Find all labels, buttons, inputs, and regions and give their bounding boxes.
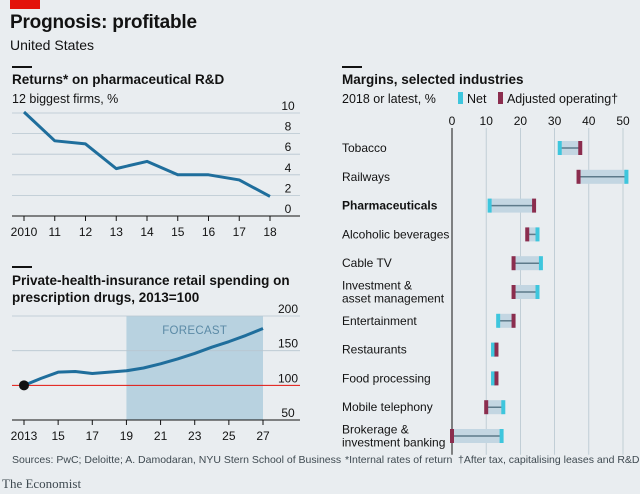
page-title: Prognosis: profitable — [10, 12, 197, 33]
category-label: Restaurants — [342, 343, 407, 357]
x-tick-label: 16 — [202, 225, 216, 239]
returns-series-line — [22, 110, 271, 198]
net-margin-marker — [501, 400, 506, 415]
y-tick-label: 2 — [285, 181, 292, 195]
x-tick-label: 0 — [449, 114, 456, 128]
y-tick-label: 4 — [285, 161, 292, 175]
x-tick-label: 11 — [49, 225, 62, 239]
net-margin-marker — [491, 371, 496, 386]
operating-margin-marker — [511, 313, 516, 328]
y-tick-label: 100 — [278, 371, 298, 385]
x-tick-label: 23 — [188, 429, 202, 443]
operating-margin-marker — [578, 141, 583, 155]
category-label: Cable TV — [342, 256, 392, 270]
page-subtitle: United States — [10, 37, 95, 53]
legend-operating-label: Adjusted operating† — [506, 92, 619, 106]
source-note: Sources: PwC; Deloitte; A. Damodaran, NY… — [12, 454, 342, 466]
x-tick-label: 20 — [514, 114, 528, 128]
x-tick-label: 25 — [222, 429, 236, 443]
returns-chart-title: Returns* on pharmaceutical R&D — [12, 72, 225, 87]
category-label: Food processing — [342, 371, 431, 385]
operating-margin-marker — [511, 256, 516, 271]
returns-chart-subtitle: 12 biggest firms, % — [12, 92, 119, 106]
operating-margin-marker — [450, 429, 454, 443]
x-tick-label: 17 — [86, 429, 100, 443]
operating-margin-marker — [494, 342, 499, 357]
x-tick-label: 14 — [140, 225, 154, 239]
x-tick-label: 18 — [263, 225, 277, 239]
net-margin-marker — [624, 169, 629, 184]
y-tick-label: 150 — [278, 337, 298, 351]
category-label: Tobacco — [342, 141, 387, 155]
net-margin-marker — [499, 429, 504, 443]
margins-legend: Net Adjusted operating† — [458, 92, 618, 106]
net-margin-marker — [535, 285, 540, 299]
x-tick-label: 2013 — [11, 429, 38, 443]
legend-operating-swatch — [497, 92, 503, 104]
brand-red-bar — [10, 0, 40, 9]
net-margin-marker — [487, 198, 492, 213]
category-label: Alcoholic beverages — [342, 227, 449, 241]
x-tick-label: 21 — [154, 429, 168, 443]
y-tick-label: 50 — [281, 406, 295, 420]
category-label: Pharmaceuticals — [342, 199, 438, 213]
y-tick-label: 8 — [285, 120, 292, 134]
operating-margin-marker — [576, 169, 581, 184]
category-label: asset management — [342, 292, 445, 306]
brand-logo-text: The Economist — [2, 476, 82, 491]
x-tick-label: 30 — [548, 114, 562, 128]
x-tick-label: 12 — [79, 225, 93, 239]
category-label: Brokerage & — [342, 423, 409, 437]
net-margin-marker — [535, 227, 540, 242]
category-label: Entertainment — [342, 314, 417, 328]
x-tick-label: 10 — [480, 114, 494, 128]
spending-series-line — [23, 327, 264, 387]
net-margin-marker — [491, 342, 496, 357]
panel-rule — [12, 266, 32, 268]
y-tick-label: 0 — [285, 202, 292, 216]
operating-margin-marker — [494, 371, 499, 386]
y-tick-label: 200 — [278, 302, 298, 316]
spending-start-marker — [19, 380, 29, 391]
category-label: Mobile telephony — [342, 400, 433, 414]
margins-chart-subtitle: 2018 or latest, % — [342, 92, 436, 106]
spending-chart-title: Private-health-insurance retail spending… — [12, 273, 290, 305]
x-tick-label: 27 — [256, 429, 270, 443]
forecast-label: FORECAST — [162, 325, 227, 337]
panel-rule — [342, 66, 362, 68]
x-tick-label: 15 — [51, 429, 65, 443]
net-margin-marker — [496, 313, 501, 328]
x-tick-label: 15 — [171, 225, 185, 239]
y-tick-label: 10 — [281, 99, 295, 113]
footnote-margins: †After tax, capitalising leases and R&D — [458, 454, 640, 466]
category-label: Investment & — [342, 279, 412, 293]
y-tick-label: 6 — [285, 140, 292, 154]
operating-margin-marker — [484, 400, 489, 415]
x-tick-label: 17 — [233, 225, 247, 239]
operating-margin-marker — [532, 198, 537, 213]
category-label: Railways — [342, 170, 390, 184]
x-tick-label: 13 — [110, 225, 124, 239]
panel-rule — [12, 66, 32, 68]
net-margin-marker — [557, 141, 562, 155]
margins-chart-title: Margins, selected industries — [342, 72, 524, 87]
x-tick-label: 2010 — [11, 225, 38, 239]
operating-margin-marker — [511, 285, 516, 299]
x-tick-label: 40 — [582, 114, 596, 128]
category-label: investment banking — [342, 436, 445, 450]
operating-margin-marker — [525, 227, 530, 242]
x-tick-label: 50 — [616, 114, 630, 128]
x-tick-label: 19 — [120, 429, 134, 443]
footnote-irr: *Internal rates of return — [345, 454, 453, 466]
legend-net-label: Net — [467, 92, 487, 106]
legend-net-swatch — [458, 92, 463, 104]
net-margin-marker — [538, 256, 543, 271]
